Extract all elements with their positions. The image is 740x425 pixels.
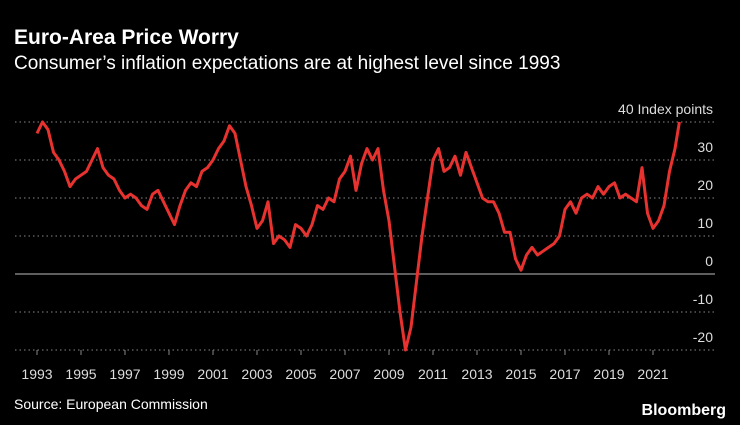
- x-tick-label: 1995: [65, 366, 96, 382]
- y-tick-label: -20: [693, 329, 713, 345]
- series-line: [35, 120, 681, 352]
- x-tick-label: 2011: [418, 366, 448, 382]
- x-tick-label: 2019: [593, 366, 624, 382]
- x-tick-label: 2013: [461, 366, 492, 382]
- y-tick-label: 10: [697, 215, 713, 231]
- x-tick-label: 1999: [153, 366, 184, 382]
- x-tick-label: 2007: [329, 366, 360, 382]
- x-tick-label: 2021: [637, 366, 668, 382]
- x-tick-label: 2003: [241, 366, 272, 382]
- x-tick-label: 1997: [109, 366, 140, 382]
- x-tick-label: 2017: [549, 366, 580, 382]
- chart-title: Euro-Area Price Worry: [14, 26, 239, 49]
- x-tick-label: 1993: [21, 366, 52, 382]
- x-tick-label: 2009: [373, 366, 404, 382]
- x-tick-label: 2005: [285, 366, 316, 382]
- y-tick-label: 20: [697, 177, 713, 193]
- x-tick-label: 2001: [197, 366, 228, 382]
- y-tick-label: 40 Index points: [618, 101, 713, 117]
- brand: Bloomberg: [642, 402, 726, 419]
- chart-subtitle: Consumer’s inflation expectations are at…: [14, 53, 560, 74]
- source: Source: European Commission: [14, 396, 208, 412]
- y-tick-label: 30: [697, 139, 713, 155]
- y-tick-label: -10: [693, 291, 713, 307]
- y-tick-label: 0: [705, 253, 713, 269]
- x-tick-label: 2015: [505, 366, 536, 382]
